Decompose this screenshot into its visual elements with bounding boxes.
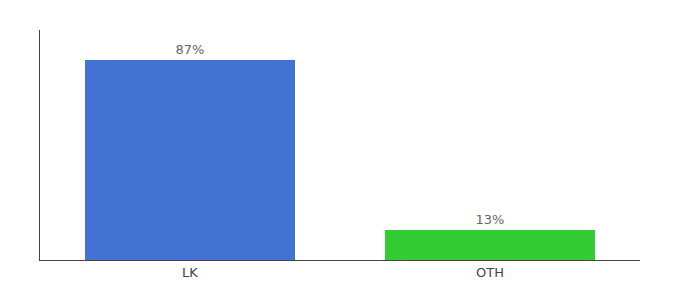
svg-text:OTH: OTH	[476, 265, 504, 280]
svg-text:13%: 13%	[476, 212, 505, 227]
svg-text:LK: LK	[182, 265, 198, 280]
svg-text:87%: 87%	[176, 42, 205, 57]
